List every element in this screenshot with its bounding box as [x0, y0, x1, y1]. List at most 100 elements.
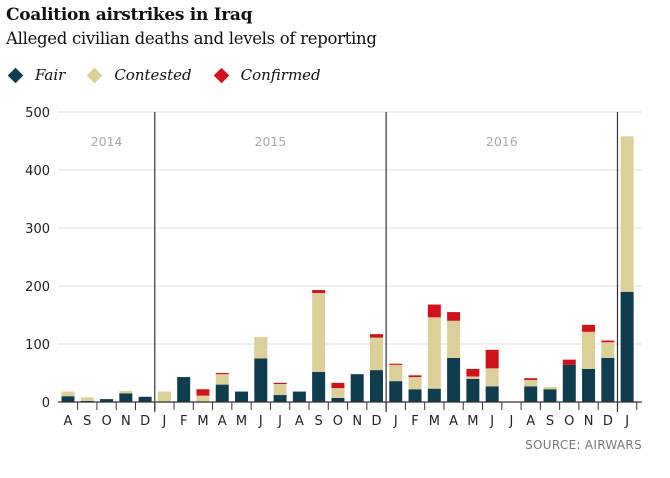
- bar-confirmed: [215, 373, 229, 375]
- year-label: 2015: [255, 134, 287, 149]
- bar-fair: [312, 371, 326, 402]
- bar-confirmed: [273, 382, 287, 385]
- bar-contested: [543, 386, 557, 390]
- bar-fair: [389, 381, 403, 402]
- x-tick-label: J: [624, 414, 629, 429]
- bar-confirmed: [408, 375, 422, 378]
- bar-fair: [408, 389, 422, 402]
- legend-contested: Contested: [87, 66, 192, 84]
- legend-fair: Fair: [7, 66, 65, 84]
- bar-fair: [254, 358, 268, 402]
- x-tick-label: O: [333, 414, 343, 429]
- chart-subtitle: Alleged civilian deaths and levels of re…: [6, 29, 377, 48]
- bar-contested: [582, 331, 596, 369]
- x-tick-label: D: [371, 414, 381, 429]
- bar-contested: [119, 390, 133, 394]
- bar-fair: [138, 396, 152, 402]
- bar-contested: [369, 337, 383, 371]
- x-tick-label: N: [121, 414, 131, 429]
- bar-contested: [254, 337, 268, 359]
- bar-confirmed: [601, 340, 615, 343]
- bar-confirmed: [312, 290, 326, 293]
- bar-confirmed: [331, 382, 345, 389]
- bar-fair: [485, 386, 499, 402]
- x-tick-label: A: [449, 414, 458, 429]
- bar-fair: [447, 357, 461, 402]
- bar-fair: [466, 378, 480, 402]
- x-tick-label: M: [467, 414, 478, 429]
- legend-confirmed: Confirmed: [213, 66, 321, 84]
- bar-fair: [331, 397, 345, 402]
- x-tick-label: M: [429, 414, 440, 429]
- bar-fair: [601, 357, 615, 402]
- bar-contested: [312, 292, 326, 372]
- bar-contested: [447, 320, 461, 358]
- source-note: SOURCE: AIRWARS: [525, 438, 642, 452]
- x-tick-label: M: [197, 414, 208, 429]
- bar-contested: [61, 391, 75, 397]
- bar-confirmed: [427, 304, 441, 318]
- x-tick-label: O: [101, 414, 111, 429]
- bar-fair: [427, 388, 441, 402]
- x-tick-label: J: [161, 414, 166, 429]
- bar-fair: [292, 391, 306, 402]
- bar-contested: [215, 374, 229, 385]
- bar-contested: [273, 384, 287, 396]
- bar-fair: [562, 364, 576, 402]
- bar-contested: [524, 379, 538, 387]
- x-tick-label: D: [140, 414, 150, 429]
- x-tick-label: S: [83, 414, 91, 429]
- bar-confirmed: [562, 359, 576, 365]
- y-tick-label: 300: [25, 222, 50, 237]
- x-tick-label: J: [277, 414, 282, 429]
- bar-fair: [119, 393, 133, 402]
- y-tick-label: 100: [25, 338, 50, 353]
- bar-confirmed: [389, 363, 403, 365]
- bar-contested: [196, 395, 210, 402]
- bar-fair: [215, 384, 229, 402]
- bar-fair: [273, 395, 287, 402]
- bar-contested: [408, 377, 422, 390]
- x-tick-label: A: [526, 414, 535, 429]
- bar-contested: [389, 364, 403, 382]
- bar-fair: [582, 368, 596, 402]
- bar-fair: [100, 399, 114, 402]
- bar-fair: [543, 389, 557, 402]
- legend-label: Contested: [114, 66, 192, 84]
- bar-contested: [485, 368, 499, 387]
- year-label: 2014: [91, 134, 123, 149]
- x-tick-label: J: [509, 414, 514, 429]
- bar-confirmed: [524, 378, 538, 380]
- bar-contested: [620, 136, 634, 292]
- bar-confirmed: [369, 334, 383, 338]
- bar-contested: [157, 391, 171, 402]
- bar-confirmed: [196, 389, 210, 396]
- bar-fair: [620, 291, 634, 402]
- y-tick-label: 200: [25, 280, 50, 295]
- bar-fair: [61, 396, 75, 402]
- y-tick-label: 500: [25, 106, 50, 121]
- bar-fair: [524, 386, 538, 402]
- x-tick-label: D: [603, 414, 613, 429]
- legend: Fair Contested Confirmed: [7, 66, 343, 84]
- x-tick-label: A: [295, 414, 304, 429]
- bar-confirmed: [582, 324, 596, 332]
- x-tick-label: O: [564, 414, 574, 429]
- y-tick-label: 0: [42, 396, 50, 411]
- bar-fair: [235, 391, 249, 402]
- bar-contested: [601, 342, 615, 358]
- x-tick-label: S: [315, 414, 323, 429]
- x-tick-label: F: [180, 414, 187, 429]
- x-tick-label: M: [236, 414, 247, 429]
- x-tick-label: J: [258, 414, 263, 429]
- y-tick-label: 400: [25, 164, 50, 179]
- x-tick-label: J: [393, 414, 398, 429]
- bar-contested: [80, 397, 94, 401]
- bar-fair: [177, 377, 191, 402]
- x-tick-label: A: [64, 414, 73, 429]
- x-tick-label: J: [489, 414, 494, 429]
- bar-fair: [350, 374, 364, 402]
- x-tick-label: N: [352, 414, 362, 429]
- x-tick-label: S: [546, 414, 554, 429]
